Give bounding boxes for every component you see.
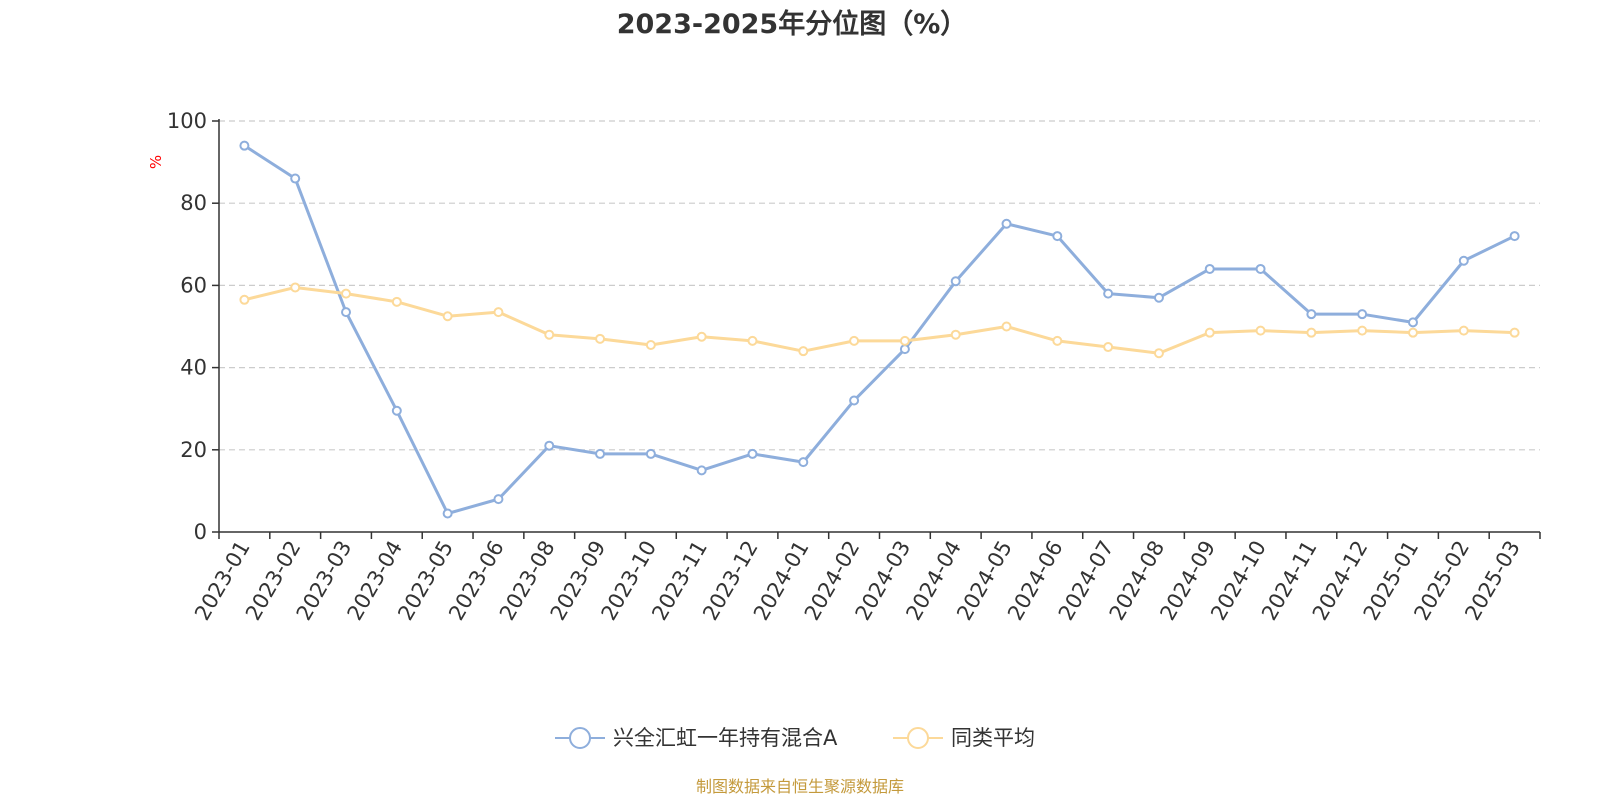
series-lines	[242, 144, 1517, 516]
data-point-0-2024-08	[1153, 292, 1164, 303]
data-point-0-2023-08	[544, 440, 555, 451]
legend-item-fund[interactable]: 兴全汇虹一年持有混合A	[555, 726, 838, 750]
data-point-1-2024-02	[849, 335, 860, 346]
grid-lines	[219, 120, 1540, 451]
data-point-1-2023-11	[696, 331, 707, 342]
data-point-0-2025-01	[1407, 317, 1418, 328]
data-point-0-2024-12	[1357, 309, 1368, 320]
legend-item-average[interactable]: 同类平均	[893, 726, 1035, 750]
data-point-1-2023-01	[239, 294, 250, 305]
data-point-0-2024-07	[1103, 288, 1114, 299]
data-point-1-2023-05	[442, 311, 453, 322]
data-point-0-2024-11	[1306, 309, 1317, 320]
y-tick-label-0: 0	[194, 520, 207, 544]
data-point-0-2025-03	[1509, 231, 1520, 242]
data-point-1-2023-09	[595, 333, 606, 344]
chart-title: 2023-2025年分位图（%）	[617, 8, 968, 40]
y-tick-label-60: 60	[180, 273, 207, 297]
data-point-1-2024-06	[1052, 335, 1063, 346]
legend-average-circle-icon	[907, 727, 929, 749]
y-tick-label-40: 40	[180, 356, 207, 380]
legend-fund-circle-icon	[569, 727, 591, 749]
data-point-1-2025-01	[1407, 327, 1418, 338]
y-tick-label-80: 80	[180, 191, 207, 215]
series-line-1	[242, 285, 1517, 355]
data-point-1-2023-04	[391, 296, 402, 307]
data-source-note: 制图数据来自恒生聚源数据库	[696, 777, 904, 796]
data-point-0-2025-02	[1458, 255, 1469, 266]
data-point-1-2025-02	[1458, 325, 1469, 336]
data-point-0-2023-12	[747, 448, 758, 459]
data-point-1-2023-10	[645, 339, 656, 350]
data-point-0-2023-11	[696, 465, 707, 476]
data-point-1-2024-08	[1153, 348, 1164, 359]
data-point-0-2023-09	[595, 448, 606, 459]
data-point-1-2024-09	[1204, 327, 1215, 338]
data-point-0-2024-03	[899, 344, 910, 355]
data-point-1-2023-06	[493, 307, 504, 318]
data-point-1-2024-07	[1103, 342, 1114, 353]
data-point-0-2024-09	[1204, 263, 1215, 274]
data-point-0-2023-06	[493, 494, 504, 505]
data-point-1-2023-02	[290, 282, 301, 293]
data-point-1-2024-03	[899, 335, 910, 346]
data-point-0-2024-01	[798, 457, 809, 468]
data-point-1-2024-11	[1306, 327, 1317, 338]
data-point-0-2024-02	[849, 395, 860, 406]
data-point-1-2023-03	[341, 288, 352, 299]
y-axis-unit-label: %	[147, 155, 165, 169]
data-point-0-2024-04	[950, 276, 961, 287]
data-point-1-2024-12	[1357, 325, 1368, 336]
data-point-1-2023-08	[544, 329, 555, 340]
series-points	[239, 140, 1520, 519]
data-point-1-2024-10	[1255, 325, 1266, 336]
data-point-0-2023-10	[645, 448, 656, 459]
data-point-1-2025-03	[1509, 327, 1520, 338]
data-point-1-2023-12	[747, 335, 758, 346]
data-point-0-2023-05	[442, 508, 453, 519]
legend: 兴全汇虹一年持有混合A 同类平均	[555, 726, 1035, 750]
data-point-1-2024-01	[798, 346, 809, 357]
data-point-1-2024-04	[950, 329, 961, 340]
y-tick-label-20: 20	[180, 438, 207, 462]
series-line-0	[242, 144, 1517, 516]
data-point-0-2023-03	[341, 307, 352, 318]
legend-fund-label: 兴全汇虹一年持有混合A	[613, 726, 838, 750]
legend-average-label: 同类平均	[951, 726, 1035, 750]
data-point-1-2024-05	[1001, 321, 1012, 332]
data-point-0-2024-10	[1255, 263, 1266, 274]
data-point-0-2023-04	[391, 405, 402, 416]
data-point-0-2023-01	[239, 140, 250, 151]
data-point-0-2024-05	[1001, 218, 1012, 229]
data-point-0-2023-02	[290, 173, 301, 184]
data-point-0-2024-06	[1052, 231, 1063, 242]
y-tick-label-100: 100	[167, 109, 207, 133]
